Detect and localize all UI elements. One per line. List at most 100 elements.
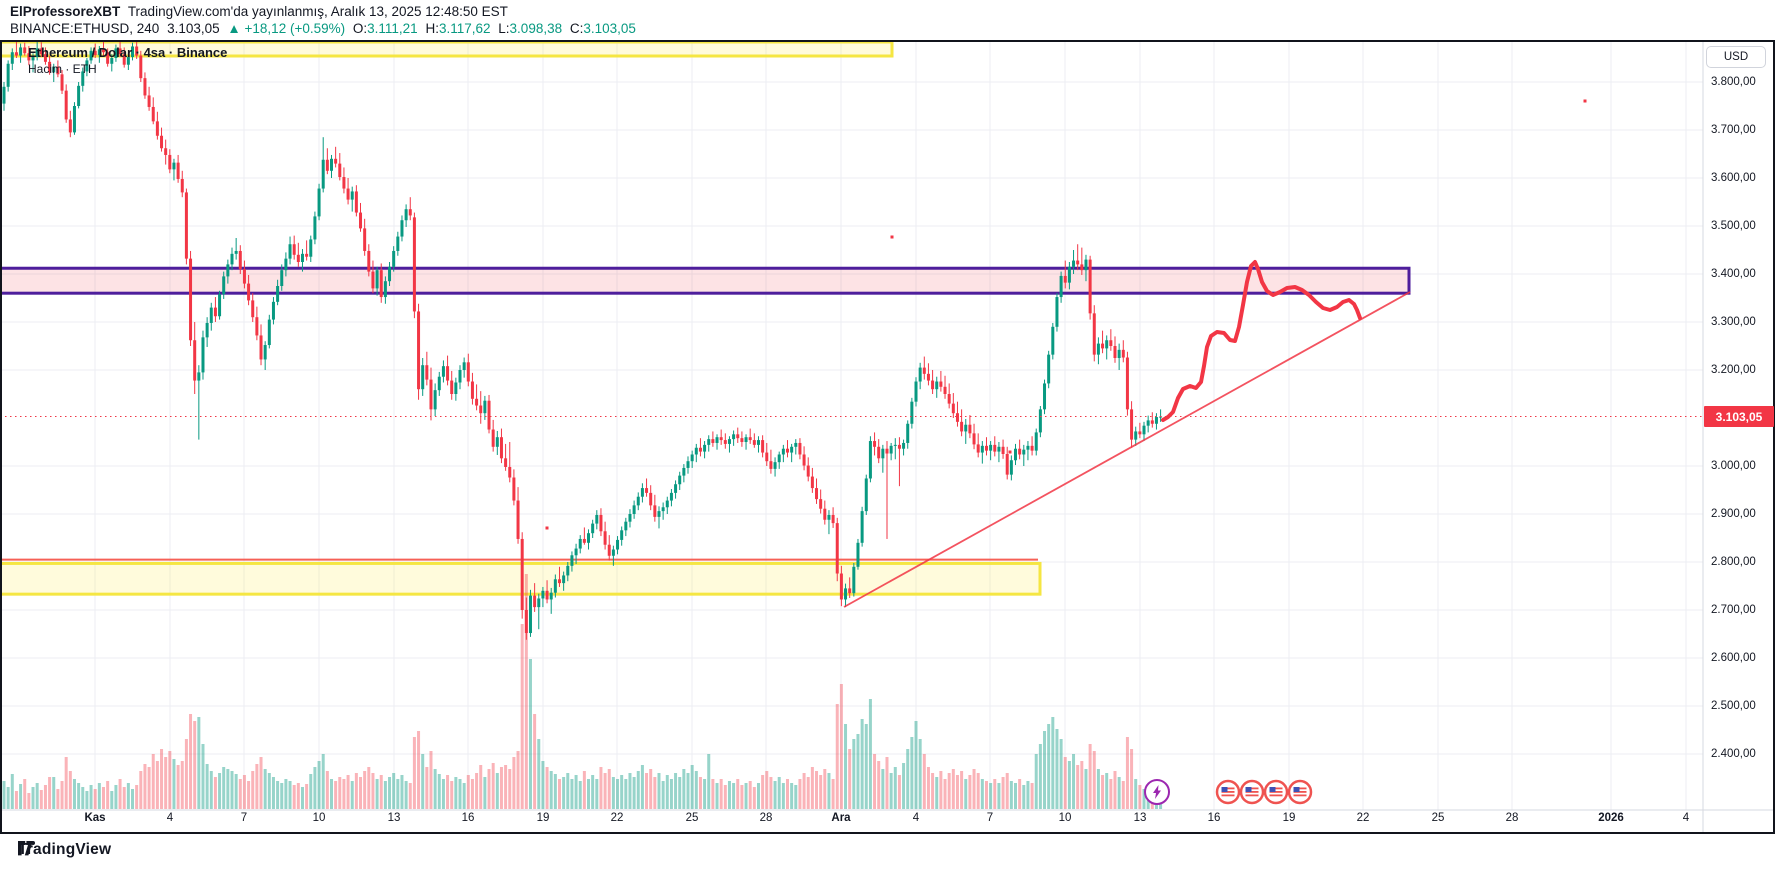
volume-bar xyxy=(39,790,43,809)
chart-frame xyxy=(0,40,1775,834)
volume-bar xyxy=(89,785,93,809)
currency-toggle-button[interactable]: USD xyxy=(1706,46,1766,68)
volume-bar xyxy=(553,774,557,809)
candle-body xyxy=(417,311,421,390)
candle-body xyxy=(39,48,43,55)
volume-bar xyxy=(433,769,437,809)
supply-zone-box[interactable] xyxy=(0,266,1411,295)
volume-bar xyxy=(379,775,383,809)
candle-body xyxy=(997,446,1001,452)
candle-body xyxy=(964,424,968,432)
us-flag-event-icon[interactable] xyxy=(1263,779,1289,805)
date-tick-label: 28 xyxy=(1505,812,1519,824)
candle-body xyxy=(251,300,255,318)
candle-body xyxy=(64,90,68,120)
hand-drawn-projection-path[interactable] xyxy=(1161,260,1362,422)
candle-body xyxy=(1125,357,1129,410)
candle-body xyxy=(131,46,135,58)
candle-body xyxy=(164,148,168,155)
volume-bar xyxy=(317,761,321,809)
candle-body xyxy=(267,319,271,346)
us-flag-event-icon[interactable] xyxy=(1239,779,1265,805)
candle-body xyxy=(479,405,483,414)
ascending-trendline[interactable] xyxy=(843,291,1411,608)
candle-body xyxy=(300,253,304,262)
candle-body xyxy=(839,573,843,600)
chart-legend-title[interactable]: Ethereum / Dolar · 4sa · Binance xyxy=(28,45,228,60)
candle-body xyxy=(1009,460,1013,475)
candle-body xyxy=(1117,349,1121,358)
symbol-name[interactable]: BINANCE:ETHUSD, 240 xyxy=(10,21,160,36)
volume-bar xyxy=(346,775,350,809)
volume-bar xyxy=(1138,785,1142,809)
volume-bar xyxy=(85,791,89,809)
candle-body xyxy=(350,191,354,200)
volume-bar xyxy=(2,781,6,809)
candle-body xyxy=(914,381,918,402)
candle-body xyxy=(31,57,35,61)
candle-body xyxy=(475,398,479,406)
yellow-support-box[interactable] xyxy=(0,561,1042,596)
candle-body xyxy=(180,178,184,193)
volume-bar xyxy=(106,781,110,809)
volume-bar xyxy=(201,744,205,809)
volume-bar xyxy=(1105,773,1109,809)
candle-body xyxy=(968,424,972,434)
volume-bar xyxy=(727,781,731,809)
date-tick-label: 4 xyxy=(1682,812,1690,824)
us-flag-event-icon[interactable] xyxy=(1215,779,1241,805)
volume-bar xyxy=(545,767,549,809)
candle-body xyxy=(611,549,615,556)
candle-body xyxy=(640,488,644,497)
lightning-event-icon[interactable] xyxy=(1144,779,1170,805)
candle-body xyxy=(524,610,528,634)
candle-body xyxy=(678,475,682,485)
candle-body xyxy=(1138,431,1142,435)
candle-body xyxy=(2,86,6,104)
candle-body xyxy=(184,192,188,259)
volume-bar xyxy=(118,779,122,809)
candle-body xyxy=(296,254,300,262)
volume-bar xyxy=(14,791,18,809)
candle-body xyxy=(1018,448,1022,455)
volume-bar xyxy=(52,777,56,809)
volume-bar xyxy=(110,791,114,809)
candle-body xyxy=(566,565,570,576)
volume-bar xyxy=(180,761,184,809)
candle-body xyxy=(960,421,964,432)
candle-body xyxy=(491,429,495,447)
us-flag-event-icon[interactable] xyxy=(1287,779,1313,805)
candle-body xyxy=(719,437,723,441)
tradingview-logo[interactable]: TradingView xyxy=(18,841,111,859)
date-tick-label: Kas xyxy=(84,812,106,824)
high-label: H: xyxy=(425,21,439,36)
candle-body xyxy=(955,413,959,422)
volume-bar xyxy=(773,781,777,809)
candle-body xyxy=(155,121,159,136)
date-tick-label: 28 xyxy=(759,812,773,824)
candle-body xyxy=(574,548,578,556)
candle-body xyxy=(1096,343,1100,355)
volume-bar xyxy=(222,767,226,809)
volume-bar xyxy=(97,783,101,809)
volume-bar xyxy=(798,779,802,809)
volume-bar xyxy=(616,779,620,809)
volume-bar xyxy=(1121,781,1125,809)
candle-body xyxy=(711,439,715,443)
volume-bar xyxy=(64,757,68,809)
volume-bar xyxy=(649,769,653,809)
candle-body xyxy=(56,66,60,75)
candle-body xyxy=(665,500,669,508)
chart-legend-volume[interactable]: Hacim · ETH xyxy=(28,62,97,76)
volume-bar xyxy=(309,774,313,809)
candle-body xyxy=(247,283,251,301)
candle-body xyxy=(844,588,848,600)
volume-bar xyxy=(852,739,856,809)
volume-bar xyxy=(338,777,342,809)
candle-body xyxy=(889,445,893,454)
volume-bar xyxy=(251,771,255,809)
volume-bar xyxy=(284,779,288,809)
candle-body xyxy=(591,523,595,534)
